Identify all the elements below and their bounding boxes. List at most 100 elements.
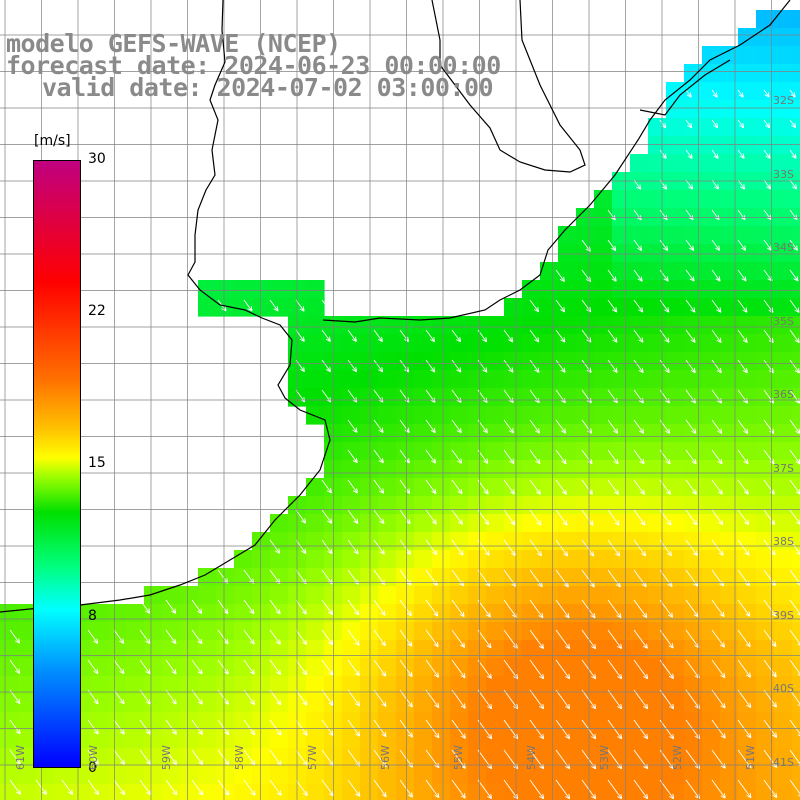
wind-cell bbox=[450, 388, 469, 407]
wind-arrow bbox=[477, 629, 492, 649]
wind-cell bbox=[720, 334, 739, 353]
wind-cell bbox=[576, 712, 595, 731]
wind-cell bbox=[486, 406, 505, 425]
wind-cell bbox=[522, 280, 541, 299]
wind-arrow bbox=[607, 659, 623, 680]
wind-cell bbox=[396, 604, 415, 623]
wind-cell bbox=[666, 262, 685, 281]
wind-cell bbox=[522, 658, 541, 677]
wind-arrow bbox=[243, 689, 256, 706]
wind-cell bbox=[756, 550, 775, 569]
wind-cell bbox=[504, 406, 523, 425]
wind-cell bbox=[504, 370, 523, 389]
wind-cell bbox=[738, 406, 757, 425]
wind-arrow bbox=[503, 539, 516, 557]
wind-cell bbox=[360, 532, 379, 551]
wind-cell bbox=[450, 694, 469, 713]
wind-cell bbox=[504, 766, 523, 785]
wind-arrow bbox=[425, 599, 439, 617]
wind-arrow bbox=[685, 479, 697, 495]
wind-cell bbox=[756, 190, 775, 209]
wind-cell bbox=[756, 586, 775, 605]
wind-arrow bbox=[555, 629, 571, 650]
wind-cell bbox=[180, 712, 199, 731]
wind-cell bbox=[720, 496, 739, 515]
wind-cell bbox=[72, 784, 91, 800]
wind-cell bbox=[522, 424, 541, 443]
wind-cell bbox=[18, 676, 37, 695]
wind-cell bbox=[648, 352, 667, 371]
wind-cell bbox=[414, 748, 433, 767]
wind-cell bbox=[522, 784, 541, 800]
wind-arrow bbox=[477, 779, 493, 800]
wind-arrow bbox=[503, 449, 515, 465]
wind-cell bbox=[576, 622, 595, 641]
wind-cell bbox=[144, 658, 163, 677]
wind-arrow bbox=[295, 689, 308, 706]
wind-cell bbox=[486, 496, 505, 515]
wind-arrow bbox=[711, 449, 723, 465]
wind-cell bbox=[594, 604, 613, 623]
wind-arrow bbox=[737, 509, 750, 526]
wind-cell bbox=[540, 550, 559, 569]
wind-cell bbox=[792, 352, 800, 371]
wind-cell bbox=[90, 712, 109, 731]
wind-arrow bbox=[399, 629, 413, 647]
wind-cell bbox=[306, 334, 325, 353]
wind-cell bbox=[432, 784, 451, 800]
wind-cell bbox=[432, 316, 451, 335]
wind-cell bbox=[612, 640, 631, 659]
wind-cell bbox=[378, 334, 397, 353]
wind-cell bbox=[738, 568, 757, 587]
wind-cell bbox=[630, 766, 649, 785]
wind-cell bbox=[720, 532, 739, 551]
wind-cell bbox=[504, 586, 523, 605]
wind-cell bbox=[756, 100, 775, 119]
lon-label: 55W bbox=[452, 745, 465, 770]
wind-arrow bbox=[321, 299, 331, 312]
wind-cell bbox=[702, 298, 721, 317]
wind-cell bbox=[576, 244, 595, 263]
wind-cell bbox=[756, 676, 775, 695]
wind-cell bbox=[540, 586, 559, 605]
wind-cell bbox=[108, 622, 127, 641]
wind-cell bbox=[396, 514, 415, 533]
wind-cell bbox=[450, 550, 469, 569]
wind-arrow bbox=[217, 629, 229, 645]
wind-cell bbox=[702, 640, 721, 659]
wind-cell bbox=[666, 658, 685, 677]
wind-cell bbox=[486, 442, 505, 461]
wind-cell bbox=[720, 460, 739, 479]
wind-cell bbox=[144, 640, 163, 659]
wind-cell bbox=[396, 712, 415, 731]
wind-cell bbox=[450, 316, 469, 335]
wind-arrow bbox=[321, 479, 332, 494]
wind-cell bbox=[558, 532, 577, 551]
wind-cell bbox=[126, 640, 145, 659]
wind-cell bbox=[558, 352, 577, 371]
wind-arrow bbox=[87, 779, 100, 796]
wind-cell bbox=[342, 676, 361, 695]
wind-cell bbox=[432, 604, 451, 623]
wind-arrow bbox=[373, 779, 387, 798]
wind-arrow bbox=[113, 749, 126, 765]
wind-cell bbox=[720, 622, 739, 641]
wind-cell bbox=[612, 226, 631, 245]
lat-label: 34S bbox=[773, 241, 794, 254]
wind-cell bbox=[378, 712, 397, 731]
wind-cell bbox=[684, 550, 703, 569]
wind-cell bbox=[144, 676, 163, 695]
wind-cell bbox=[234, 766, 253, 785]
lon-label: 59W bbox=[160, 745, 173, 770]
wind-cell bbox=[522, 568, 541, 587]
wind-cell bbox=[342, 694, 361, 713]
wind-cell bbox=[18, 622, 37, 641]
lon-label: 56W bbox=[379, 745, 392, 770]
wind-cell bbox=[504, 640, 523, 659]
wind-cell bbox=[720, 442, 739, 461]
wind-cell bbox=[666, 532, 685, 551]
wind-cell bbox=[108, 784, 127, 800]
wind-arrow bbox=[451, 659, 466, 679]
wind-cell bbox=[234, 784, 253, 800]
wind-arrow bbox=[711, 689, 726, 709]
